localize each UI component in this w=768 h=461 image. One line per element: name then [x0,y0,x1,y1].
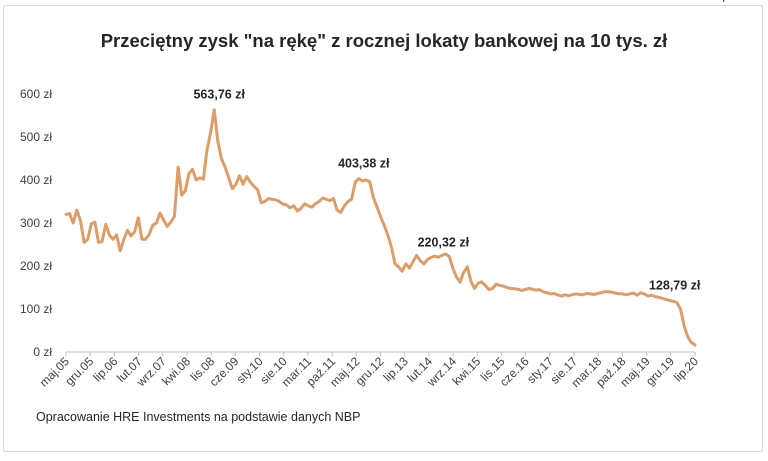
y-tick-label: 200 zł [20,259,52,273]
x-tick-label: kwi.15 [449,354,483,388]
y-tick-label: 100 zł [20,302,52,316]
chart-frame [3,5,763,452]
y-tick-label: 400 zł [20,173,52,187]
series-line [64,108,697,347]
data-label: 220,32 zł [418,235,470,249]
data-label: 403,38 zł [338,157,390,171]
data-label: 563,76 zł [193,88,245,102]
y-tick-label: 500 zł [20,130,52,144]
y-tick-label: 600 zł [20,87,52,101]
data-label: 16,20 zł [708,0,753,3]
x-tick-label: gru.19 [643,354,677,388]
x-tick-label: lip.06 [90,354,120,384]
y-tick-label: 300 zł [20,216,52,230]
x-tick-label: gru.05 [62,354,96,388]
y-axis: 0 zł 100 zł 200 zł 300 zł 400 zł 500 zł 600 zł [20,87,52,359]
y-tick-label: 0 zł [33,345,52,359]
x-tick-label: lip.20 [671,354,701,384]
x-tick-label: lip.13 [381,354,411,384]
x-tick-label: kwi.08 [159,354,193,388]
annotations: 563,76 zł 403,38 zł 220,32 zł 128,79 zł 16,2… [193,0,752,292]
source-note: Opracowanie HRE Investments na podstawie… [36,410,361,424]
x-tick-label: gru.12 [353,354,387,388]
chart-title: Przeciętny zysk "na rękę" z rocznej loka… [100,30,668,51]
series-group [64,108,697,347]
data-label: 128,79 zł [649,278,701,292]
x-axis: maj.05gru.05lip.06lut.07wrz.07kwi.08lis.… [37,351,701,390]
